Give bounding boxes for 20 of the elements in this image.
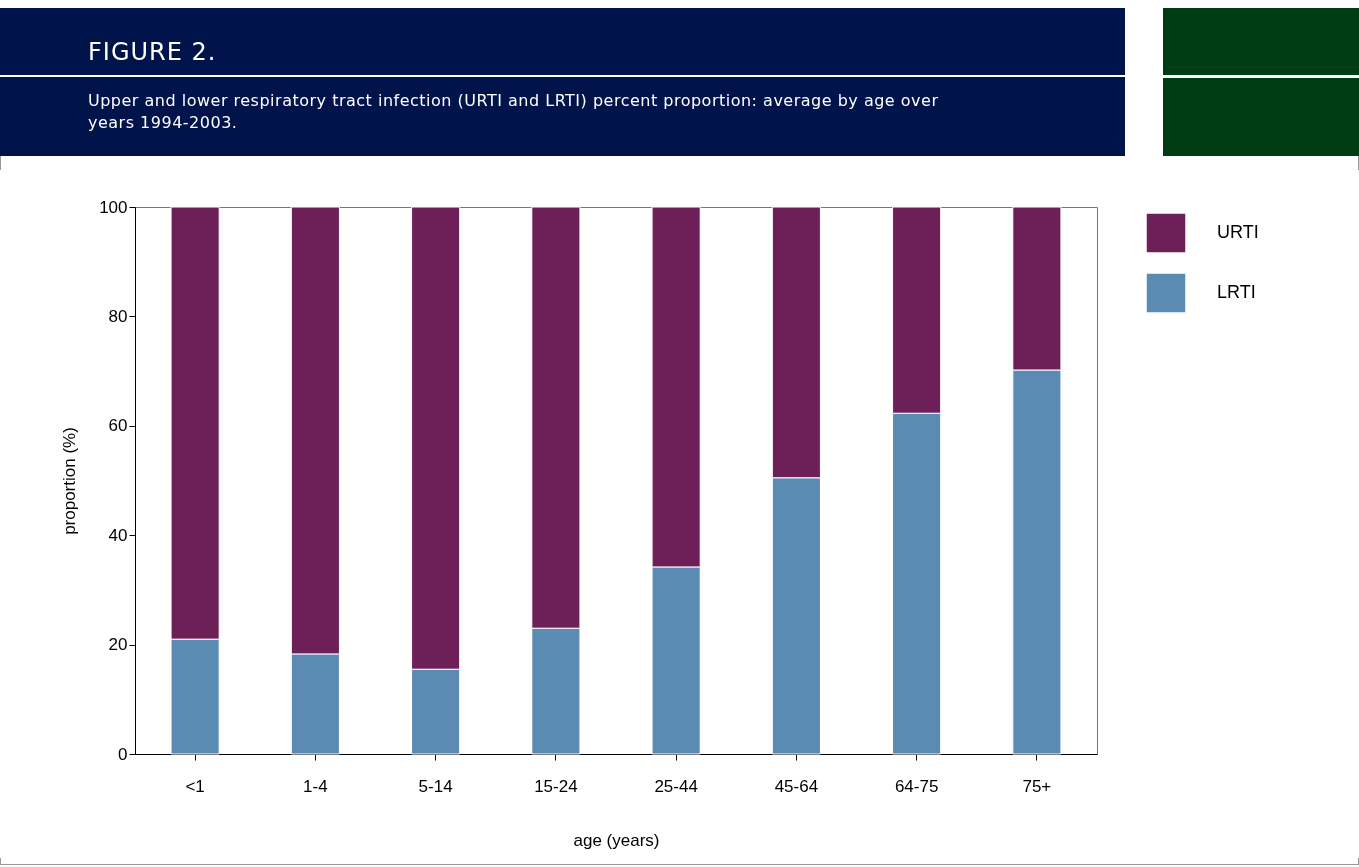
x-tick-label: 25-44 [654, 776, 698, 796]
legend-label: URTI [1217, 222, 1259, 242]
y-tick-label: 80 [108, 306, 128, 326]
y-tick-label: 100 [99, 197, 128, 217]
y-axis-title: proportion (%) [60, 427, 80, 535]
x-axis-title: age (years) [573, 830, 660, 850]
chart-title: FIGURE 2. [88, 38, 217, 66]
chart-subtitle: Upper and lower respiratory tract infection (URTI and LRTI) percent proportion: average by age over years 1994-2003. [88, 90, 940, 134]
x-tick-label: 45-64 [774, 776, 819, 796]
y-tick-label: 0 [118, 744, 128, 764]
x-tick-label: 64-75 [894, 776, 939, 796]
x-tick-label: 15-24 [534, 776, 578, 796]
x-tick-label: 5-14 [418, 776, 453, 796]
y-tick-label: 60 [108, 416, 128, 436]
y-tick-label: 20 [108, 635, 128, 655]
legend-label: LRTI [1217, 282, 1256, 302]
x-tick-label: 75+ [1022, 776, 1052, 796]
x-tick-label: <1 [185, 776, 205, 796]
y-tick-label: 40 [108, 525, 128, 545]
x-tick-label: 1-4 [303, 776, 328, 796]
